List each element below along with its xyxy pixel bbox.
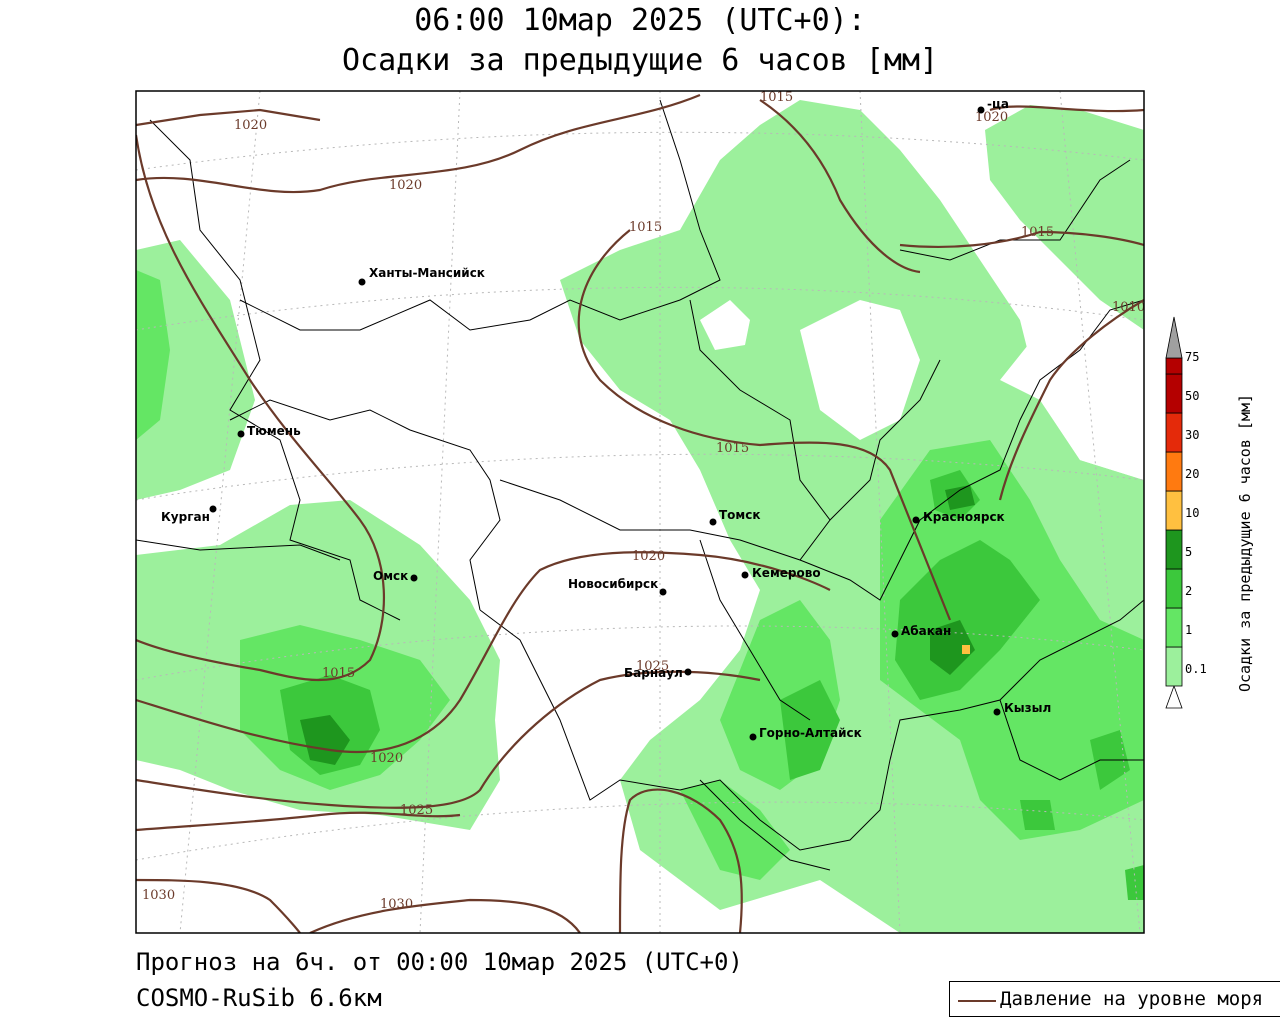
isobars — [136, 93, 1144, 933]
city-label-partial: -ца — [987, 97, 1009, 111]
graticule — [136, 91, 1144, 933]
isobar-labels: 1020 1020 1015 1015 1015 1015 1010 1020 … — [142, 90, 1145, 912]
colorbar-tick: 0.1 — [1185, 662, 1207, 676]
colorbar-bin — [1165, 607, 1183, 648]
isobar-label: 1020 — [389, 178, 422, 193]
map-title-field: Осадки за предыдущие 6 часов [мм] — [341, 43, 939, 78]
legend: Давление на уровне моря — [949, 981, 1280, 1017]
colorbar-bin — [1165, 373, 1183, 414]
colorbar-bin — [1165, 357, 1183, 375]
city-dot — [709, 518, 717, 526]
isobar-label: 1010 — [1112, 300, 1145, 315]
isobar-label: 1020 — [632, 549, 665, 564]
colorbar-bin — [1165, 412, 1183, 453]
colorbar-bin — [1165, 529, 1183, 570]
city-dot — [993, 708, 1001, 716]
colorbar-tick: 2 — [1185, 584, 1193, 598]
legend-line-swatch — [958, 1000, 996, 1002]
colorbar-tick: 75 — [1185, 350, 1200, 364]
precip-dark-areas — [300, 485, 975, 765]
isobar-label: 1030 — [142, 888, 175, 903]
map-frame — [135, 90, 1145, 934]
map-title-time: 06:00 10мар 2025 (UTC+0): — [414, 3, 866, 38]
isobar-label: 1025 — [400, 803, 433, 818]
colorbar-bin — [1165, 316, 1183, 359]
forecast-info: Прогноз на 6ч. от 00:00 10мар 2025 (UTC+… — [136, 948, 743, 976]
colorbar-bin — [1165, 490, 1183, 531]
city-dot — [891, 630, 899, 638]
city-dot — [237, 430, 245, 438]
region-borders — [136, 99, 1144, 871]
city-label-kyzyl: Кызыл — [1004, 701, 1051, 715]
isobar-label: 1025 — [636, 659, 669, 674]
city-label-omsk: Омск — [373, 569, 408, 583]
colorbar — [1165, 316, 1183, 709]
isobar-label: 1015 — [1021, 225, 1054, 240]
city-dot — [410, 574, 418, 582]
colorbar-bin — [1165, 684, 1183, 709]
isobar-label: 1015 — [322, 666, 355, 681]
colorbar-tick: 20 — [1185, 467, 1200, 481]
precip-max-spot — [962, 645, 970, 654]
city-label-barnaul: Барнаул — [624, 666, 683, 680]
colorbar-bin — [1165, 646, 1183, 687]
colorbar-tick: 1 — [1185, 623, 1193, 637]
city-dot — [659, 588, 667, 596]
isobar-label: 1020 — [370, 751, 403, 766]
colorbar-tick: 50 — [1185, 389, 1200, 403]
precip-gaps — [700, 300, 1144, 480]
colorbar-tick: 30 — [1185, 428, 1200, 442]
colorbar-tick: 10 — [1185, 506, 1200, 520]
isobar-label: 1015 — [716, 441, 749, 456]
city-label-kurgan: Курган — [161, 510, 210, 524]
colorbar-tick: 5 — [1185, 545, 1193, 559]
city-label-abakan: Абакан — [901, 624, 951, 638]
city-dot — [684, 668, 692, 676]
colorbar-title: Осадки за предыдущие 6 часов [мм] — [1236, 393, 1254, 692]
city-label-krasnoyarsk: Красноярск — [923, 510, 1005, 524]
isobar-label: 1015 — [629, 220, 662, 235]
city-label-gorno-altaysk: Горно-Алтайск — [759, 726, 862, 740]
isobar-label: 1015 — [760, 90, 793, 105]
city-dot — [977, 106, 985, 114]
city-dot — [741, 571, 749, 579]
city-label-kemerovo: Кемерово — [752, 566, 821, 580]
isobar-label: 1020 — [975, 110, 1008, 125]
colorbar-bin — [1165, 568, 1183, 609]
colorbar-bin — [1165, 451, 1183, 492]
city-markers: Ханты-Мансийск Тюмень Курган Омск Новоси… — [161, 97, 1051, 741]
model-name: COSMO-RuSib 6.6км — [136, 984, 382, 1012]
city-label-khanty-mansiysk: Ханты-Мансийск — [369, 266, 485, 280]
city-dot — [749, 733, 757, 741]
isobar-label: 1030 — [380, 897, 413, 912]
city-dot — [209, 505, 217, 513]
city-dot — [358, 278, 366, 286]
isobar-label: 1020 — [234, 118, 267, 133]
city-label-novosibirsk: Новосибирск — [568, 577, 658, 591]
city-label-tyumen: Тюмень — [247, 424, 301, 438]
city-label-tomsk: Томск — [719, 508, 761, 522]
city-dot — [912, 516, 920, 524]
legend-label: Давление на уровне моря — [1000, 988, 1264, 1010]
